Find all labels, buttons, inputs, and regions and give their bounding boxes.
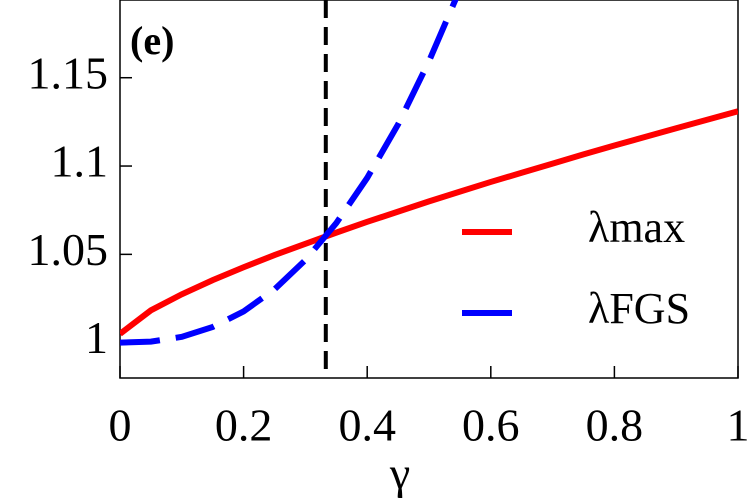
y-tick-label: 1.15	[28, 47, 109, 98]
plot-frame	[119, 0, 739, 379]
legend-label: λmax	[588, 203, 685, 252]
x-tick-label: 1	[727, 400, 747, 451]
x-tick-label: 0	[109, 400, 132, 451]
y-tick-label: 1.1	[51, 136, 109, 187]
legend-label: λFGS	[588, 284, 690, 333]
data-line	[120, 108, 738, 337]
x-tick-label: 0.8	[586, 400, 644, 451]
panel-label: (e)	[130, 18, 174, 63]
x-tick-label: 0.4	[338, 400, 396, 451]
y-tick-label: 1	[85, 312, 108, 363]
x-axis-label: γ	[389, 448, 410, 498]
x-tick-label: 0.2	[215, 400, 273, 451]
x-tick-label: 0.6	[462, 400, 520, 451]
plot-area	[120, 0, 738, 378]
data-line	[120, 0, 459, 346]
y-tick-label: 1.05	[28, 224, 109, 275]
